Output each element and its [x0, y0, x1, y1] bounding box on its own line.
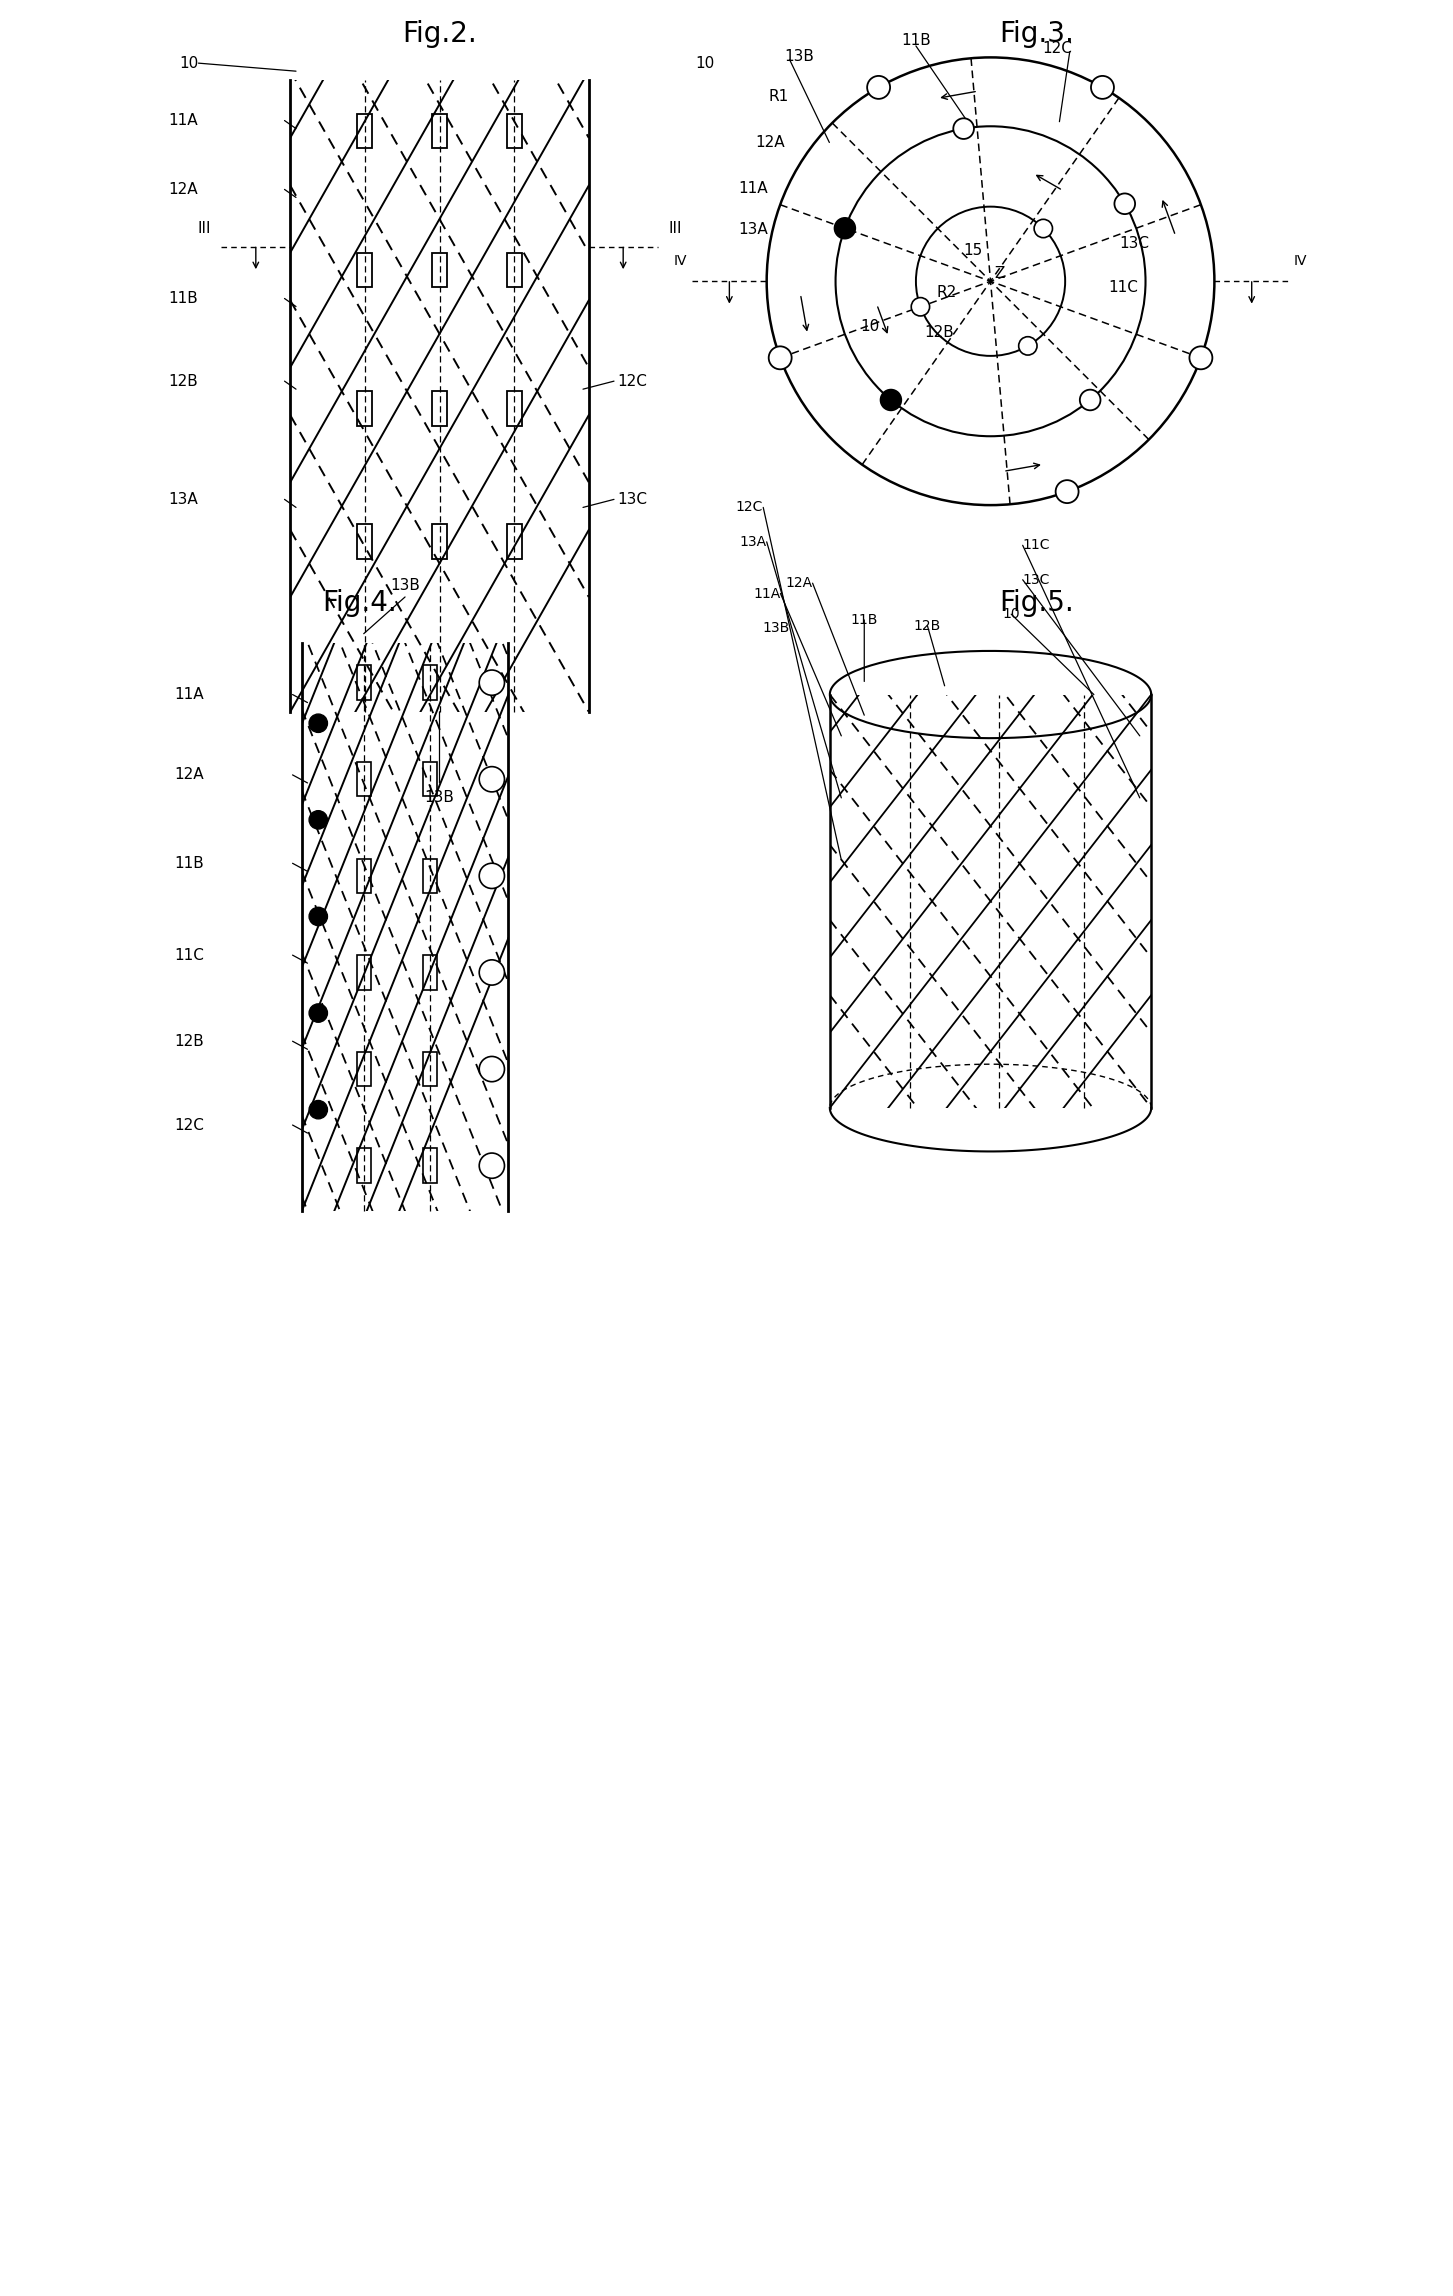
Text: 12C: 12C: [735, 501, 763, 514]
Bar: [357, 666, 371, 700]
Circle shape: [1035, 220, 1052, 239]
Text: 12B: 12B: [169, 374, 199, 388]
Bar: [357, 762, 371, 797]
Text: 11C: 11C: [174, 948, 205, 962]
Text: 11B: 11B: [901, 32, 931, 48]
Circle shape: [867, 76, 891, 99]
Circle shape: [479, 1153, 504, 1178]
Text: 12C: 12C: [1042, 41, 1072, 55]
Circle shape: [1019, 338, 1037, 356]
Text: 13C: 13C: [618, 491, 648, 507]
Text: 11B: 11B: [169, 292, 199, 305]
Bar: [423, 762, 437, 797]
Text: Z: Z: [994, 266, 1005, 280]
Text: III: III: [668, 220, 681, 236]
Text: 12A: 12A: [174, 767, 205, 783]
Bar: [432, 113, 448, 147]
Text: 15: 15: [963, 243, 982, 257]
Circle shape: [911, 298, 930, 317]
Text: 12A: 12A: [169, 181, 199, 197]
Text: Fig.5.: Fig.5.: [1000, 588, 1074, 618]
Circle shape: [309, 714, 327, 732]
Bar: [423, 859, 437, 893]
Text: 12B: 12B: [924, 326, 953, 340]
Bar: [423, 1148, 437, 1182]
Text: 12C: 12C: [618, 374, 648, 388]
Circle shape: [309, 1003, 327, 1022]
Text: Fig.2.: Fig.2.: [402, 21, 477, 48]
Text: 12B: 12B: [914, 618, 942, 634]
Circle shape: [881, 390, 901, 411]
Text: 12C: 12C: [174, 1118, 205, 1132]
Text: 11A: 11A: [174, 687, 205, 703]
Circle shape: [1190, 347, 1212, 370]
Text: 12A: 12A: [756, 135, 785, 149]
Text: 13C: 13C: [1023, 572, 1051, 588]
Bar: [507, 113, 522, 147]
Text: 11A: 11A: [753, 585, 780, 602]
Text: 11C: 11C: [1023, 537, 1051, 553]
Text: R2: R2: [937, 285, 958, 301]
Bar: [357, 523, 372, 558]
Text: 11B: 11B: [174, 856, 205, 870]
Bar: [357, 253, 372, 287]
Bar: [423, 666, 437, 700]
Circle shape: [834, 218, 856, 239]
Text: 10: 10: [1003, 606, 1020, 622]
Circle shape: [479, 960, 504, 985]
Circle shape: [1114, 193, 1135, 214]
Text: 13B: 13B: [389, 579, 420, 592]
Text: 12B: 12B: [174, 1033, 205, 1049]
Bar: [423, 1052, 437, 1086]
Bar: [357, 1052, 371, 1086]
Text: 10: 10: [179, 55, 199, 71]
Bar: [432, 390, 448, 425]
Text: R1: R1: [769, 90, 789, 103]
Bar: [507, 390, 522, 425]
Text: 10: 10: [860, 319, 879, 333]
Text: 13A: 13A: [738, 223, 767, 236]
Bar: [507, 523, 522, 558]
Text: IV: IV: [674, 253, 687, 269]
Bar: [432, 253, 448, 287]
Bar: [357, 1148, 371, 1182]
Text: 13B: 13B: [424, 790, 455, 806]
Text: Fig.4.: Fig.4.: [321, 588, 397, 618]
Circle shape: [1091, 76, 1114, 99]
Circle shape: [479, 670, 504, 696]
Circle shape: [479, 1056, 504, 1081]
Bar: [432, 523, 448, 558]
Circle shape: [953, 119, 974, 140]
Text: III: III: [198, 220, 211, 236]
Circle shape: [309, 810, 327, 829]
Circle shape: [1056, 480, 1078, 503]
Text: 11C: 11C: [1109, 280, 1139, 294]
Text: IV: IV: [1293, 253, 1308, 269]
Bar: [357, 390, 372, 425]
Text: 11B: 11B: [850, 613, 878, 627]
Bar: [357, 859, 371, 893]
Circle shape: [479, 863, 504, 889]
Bar: [423, 955, 437, 990]
Text: 13A: 13A: [740, 535, 767, 549]
Circle shape: [1080, 390, 1100, 411]
Text: 13B: 13B: [785, 48, 814, 64]
Circle shape: [769, 347, 792, 370]
Text: 13A: 13A: [169, 491, 199, 507]
Text: 11A: 11A: [738, 181, 767, 195]
Circle shape: [479, 767, 504, 792]
Circle shape: [309, 907, 327, 925]
Text: 10: 10: [696, 55, 715, 71]
Bar: [357, 113, 372, 147]
Text: Fig.3.: Fig.3.: [1000, 21, 1074, 48]
Bar: [357, 955, 371, 990]
Text: 11A: 11A: [169, 113, 199, 129]
Text: 12A: 12A: [786, 576, 812, 590]
Circle shape: [309, 1100, 327, 1118]
Text: 13B: 13B: [763, 620, 789, 636]
Bar: [507, 253, 522, 287]
Text: 13C: 13C: [1119, 236, 1149, 250]
